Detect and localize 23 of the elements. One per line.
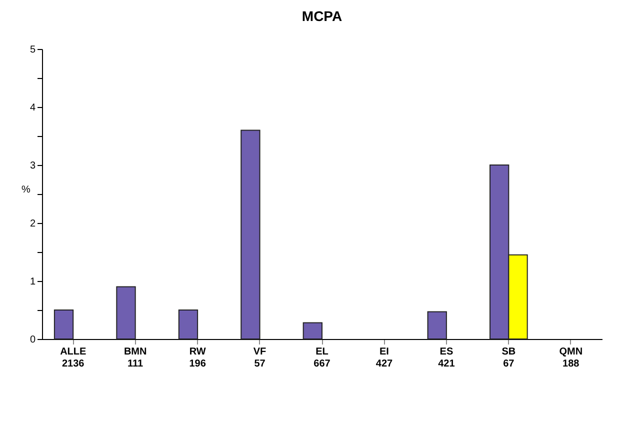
y-tick-label: 2 xyxy=(30,218,36,230)
x-tick-label: EI 427 xyxy=(376,346,393,370)
bar xyxy=(178,310,198,340)
x-tick-label: EL 667 xyxy=(314,346,331,370)
y-axis-title: % xyxy=(21,184,30,196)
bar xyxy=(240,130,260,340)
x-tick-label: QMN 188 xyxy=(559,346,583,370)
y-tick-label: 4 xyxy=(30,102,36,114)
bar xyxy=(302,322,322,340)
bar xyxy=(116,286,136,340)
y-tick-label: 3 xyxy=(30,160,36,172)
y-tick-label: 0 xyxy=(30,334,36,346)
x-tick-label: SB 67 xyxy=(502,346,516,370)
bar xyxy=(54,310,74,340)
y-tick-label: 1 xyxy=(30,276,36,288)
x-tick-label: VF 57 xyxy=(253,346,266,370)
bar xyxy=(427,311,447,340)
y-tick-label: 5 xyxy=(30,44,36,56)
x-tick-label: ALLE 2136 xyxy=(60,346,86,370)
x-tick-label: ES 421 xyxy=(438,346,456,370)
chart-title: MCPA xyxy=(302,8,342,24)
x-tick-label: BMN 111 xyxy=(124,346,147,370)
x-tick-label: RW 196 xyxy=(189,346,206,370)
